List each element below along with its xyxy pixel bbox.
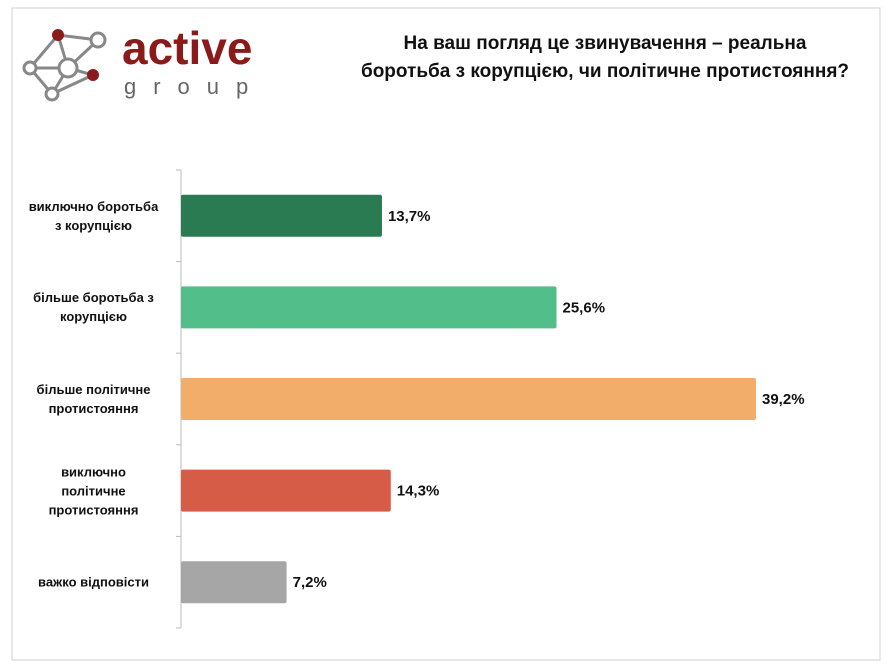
category-label: більше політичне протистояння xyxy=(36,382,151,416)
chart-title: На ваш погляд це звинувачення – реальна … xyxy=(360,33,850,82)
value-label: 25,6% xyxy=(563,299,606,316)
logo-icon xyxy=(22,29,107,102)
value-label: 7,2% xyxy=(293,574,327,591)
logo-subname: group xyxy=(124,74,265,99)
logo-name: active xyxy=(122,22,252,74)
bar xyxy=(181,286,557,329)
bar xyxy=(181,469,391,512)
category-label: більше боротьба з корупцією xyxy=(33,290,154,325)
frame xyxy=(11,7,881,661)
value-label: 13,7% xyxy=(388,208,431,225)
bar xyxy=(181,378,756,420)
bar xyxy=(181,194,382,237)
value-label: 39,2% xyxy=(762,391,805,408)
category-label: важко відповісти xyxy=(38,574,149,590)
value-label: 14,3% xyxy=(397,483,440,500)
bar xyxy=(181,561,287,604)
category-label: виключно боротьба з корупцією xyxy=(28,198,159,233)
category-label: виключно політичне протистояння xyxy=(48,464,139,518)
